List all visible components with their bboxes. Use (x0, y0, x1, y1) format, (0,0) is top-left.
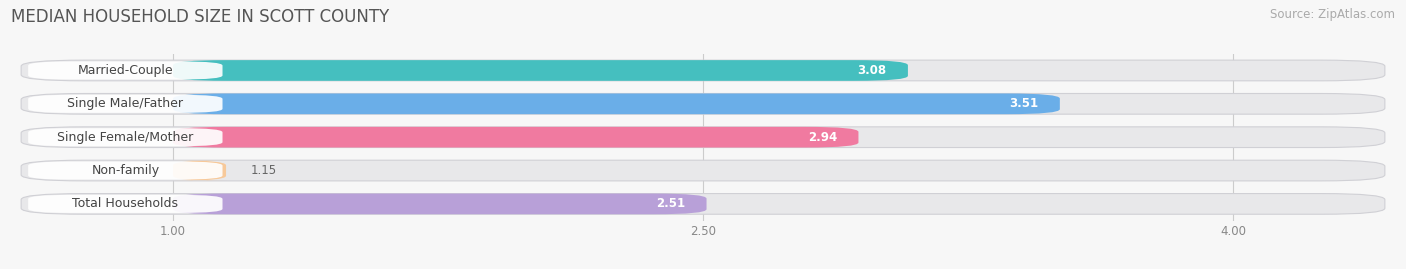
FancyBboxPatch shape (28, 162, 222, 179)
FancyBboxPatch shape (173, 194, 707, 214)
FancyBboxPatch shape (21, 194, 1385, 214)
FancyBboxPatch shape (173, 60, 908, 81)
Text: Total Households: Total Households (72, 197, 179, 210)
FancyBboxPatch shape (21, 60, 1385, 81)
Text: 1.15: 1.15 (250, 164, 277, 177)
FancyBboxPatch shape (21, 127, 1385, 147)
FancyBboxPatch shape (28, 95, 222, 113)
FancyBboxPatch shape (173, 94, 1060, 114)
FancyBboxPatch shape (28, 128, 222, 146)
Text: Single Male/Father: Single Male/Father (67, 97, 183, 110)
Text: Non-family: Non-family (91, 164, 159, 177)
Text: Single Female/Mother: Single Female/Mother (58, 131, 194, 144)
FancyBboxPatch shape (173, 127, 859, 147)
FancyBboxPatch shape (21, 160, 1385, 181)
Text: 2.94: 2.94 (808, 131, 837, 144)
Text: Married-Couple: Married-Couple (77, 64, 173, 77)
Text: 2.51: 2.51 (657, 197, 685, 210)
FancyBboxPatch shape (173, 160, 226, 181)
Text: 3.51: 3.51 (1010, 97, 1039, 110)
FancyBboxPatch shape (28, 62, 222, 79)
FancyBboxPatch shape (28, 195, 222, 213)
Text: 3.08: 3.08 (858, 64, 887, 77)
Text: Source: ZipAtlas.com: Source: ZipAtlas.com (1270, 8, 1395, 21)
FancyBboxPatch shape (21, 94, 1385, 114)
Text: MEDIAN HOUSEHOLD SIZE IN SCOTT COUNTY: MEDIAN HOUSEHOLD SIZE IN SCOTT COUNTY (11, 8, 389, 26)
